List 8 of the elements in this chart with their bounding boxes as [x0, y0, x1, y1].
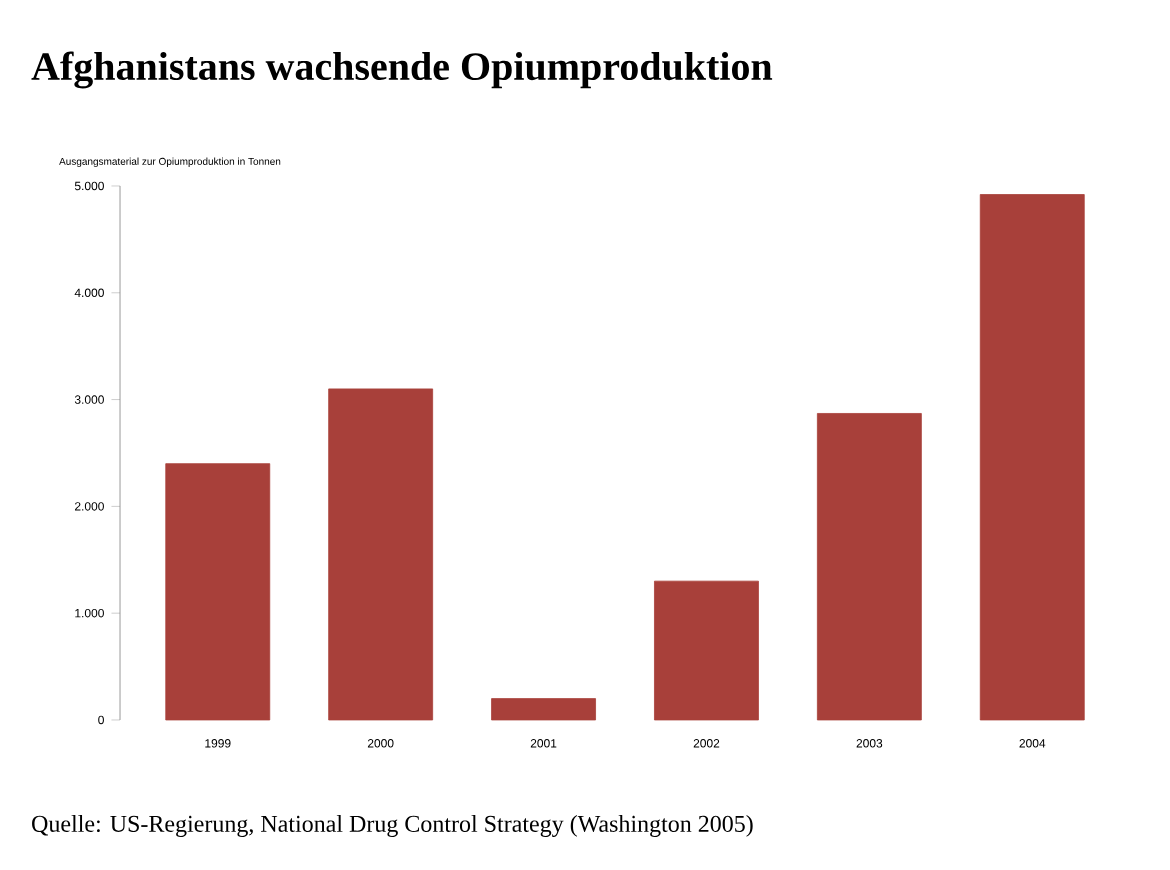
bar [816, 413, 922, 721]
bar [328, 388, 434, 721]
bar [979, 194, 1085, 721]
bar [654, 580, 759, 721]
bar [165, 463, 271, 721]
source-note: Quelle: US-Regierung, National Drug Control Strategy (Washington 2005) [32, 815, 753, 837]
bar [491, 698, 596, 721]
chart-title: Afghanistans wachsende Opiumproduktion [31, 51, 773, 89]
